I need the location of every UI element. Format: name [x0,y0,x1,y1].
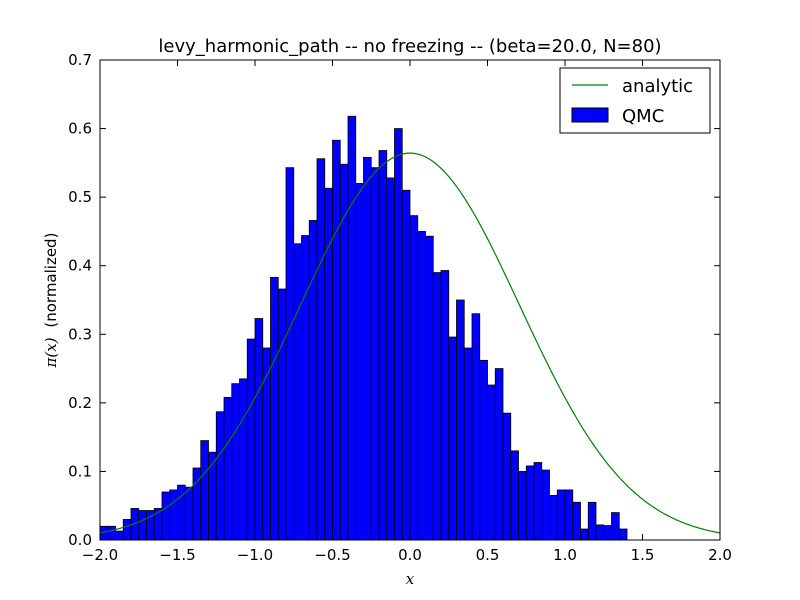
histogram-bar [138,510,147,541]
histogram-bar [409,215,419,541]
y-tick-label: 0.4 [68,257,92,275]
histogram-bar [463,347,473,541]
histogram-bar [394,128,403,541]
histogram-bar [122,519,132,541]
histogram-bar [487,384,496,541]
histogram-bar [471,313,481,541]
x-tick-label: 0.5 [476,546,500,564]
y-tick-label: 0.3 [68,325,92,343]
histogram-bar [355,183,364,541]
y-tick-label: 0.0 [68,531,92,549]
histogram-bar [556,489,566,541]
histogram-bar [611,512,620,541]
x-tick-label: 0.0 [398,546,422,564]
histogram-bar [587,501,597,541]
histogram-bar [541,469,550,541]
y-axis-label-text: (normalized) [42,233,60,328]
histogram-bar [603,525,612,541]
y-axis-ticks: 0.0 0.1 0.2 0.3 0.4 0.5 0.6 0.7 [68,51,720,549]
histogram-bar [432,272,442,541]
histogram-bar [270,276,279,541]
histogram-bar [246,338,256,541]
histogram-bar [510,450,519,541]
histogram-bar [378,150,388,541]
histogram-bar [254,318,264,541]
histogram-bar [595,524,605,541]
x-tick-label: 1.5 [631,546,655,564]
histogram-bar [549,495,558,541]
histogram-bar [479,359,488,541]
svg-text:π(x) (normalized): π(x) (normalized) [42,233,60,369]
histogram-bar [425,235,434,541]
histogram-bar [285,167,295,541]
histogram-bar [525,465,535,541]
histogram-bar [223,396,233,541]
histogram-bar [161,491,171,541]
histogram-bar [208,451,217,541]
histogram-bar [107,525,116,541]
legend-qmc-label: QMC [622,106,664,127]
analytic-curve-line [99,152,721,534]
histogram-bar [339,163,349,541]
histogram-bar [347,115,357,541]
histogram-bar [494,368,504,541]
histogram-bar [401,189,411,541]
histogram-bar [440,270,450,541]
histogram-bar [572,501,581,541]
histogram-bar [215,411,225,541]
histogram-bar [386,177,395,541]
histogram-bar [231,383,240,541]
histogram-bar [564,489,574,541]
histogram-bar [293,243,302,541]
chart-title: levy_harmonic_path -- no freezing -- (be… [158,36,661,57]
histogram-bar [301,235,310,541]
x-axis-label: x [406,570,415,588]
histogram-bar [448,336,457,541]
x-axis-ticks: −2.0 −1.5 −1.0 −0.5 0.0 0.5 1.0 1.5 2.0 [82,60,732,564]
legend: analytic QMC [559,67,711,134]
histogram-bar [370,167,380,541]
legend-analytic-label: analytic [622,76,693,97]
histogram-bar [580,528,589,541]
histogram-bar [618,528,628,541]
histogram-bar [153,508,163,541]
histogram-bar [332,139,341,541]
histogram-bar [115,530,124,541]
histogram-bar [316,158,326,541]
x-tick-label: −2.0 [82,546,118,564]
x-tick-label: −0.5 [314,546,350,564]
histogram-bar [308,220,318,541]
histogram-bar [239,378,248,541]
y-tick-label: 0.6 [68,120,92,138]
y-axis-label: π(x) (normalized) [42,233,60,369]
histogram-bar [502,412,512,541]
histogram-bar [518,471,527,541]
histogram-bar [169,489,178,541]
y-axis-label-math: π(x) [42,337,60,368]
y-tick-label: 0.1 [68,462,92,480]
histogram-bar [417,231,426,541]
y-tick-label: 0.7 [68,51,92,69]
legend-qmc-swatch [571,107,609,123]
y-tick-label: 0.5 [68,188,92,206]
histogram-bar [533,462,543,541]
histogram-bar [184,486,194,541]
histogram-bar [200,440,209,541]
x-tick-label: −1.0 [237,546,273,564]
y-tick-label: 0.2 [68,394,92,412]
histogram-bar [456,299,465,541]
x-tick-label: 1.0 [553,546,577,564]
x-tick-label: −1.5 [159,546,195,564]
x-tick-label: 2.0 [708,546,732,564]
histogram-bar [277,288,287,541]
histogram-bar [363,156,372,541]
